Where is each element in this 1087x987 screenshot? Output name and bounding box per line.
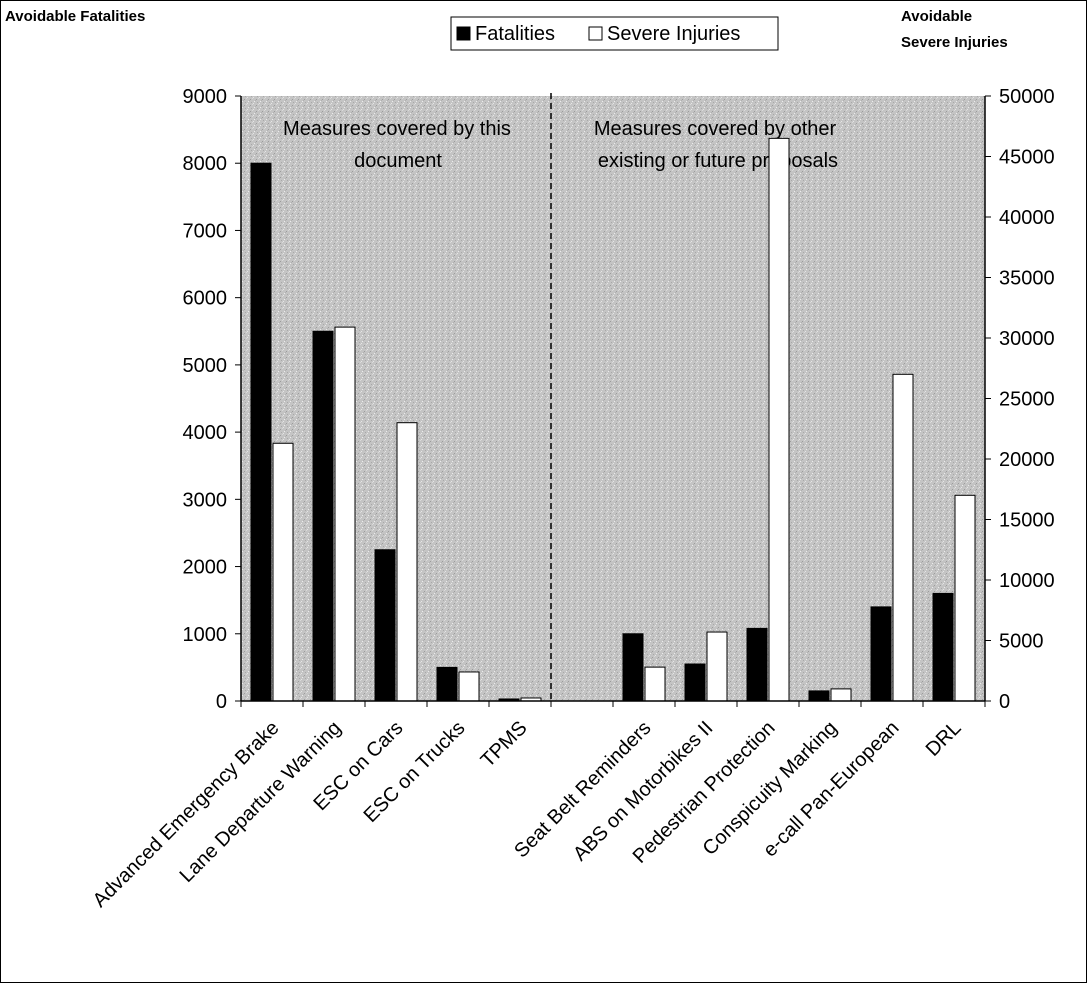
right-tick-label: 50000 (999, 86, 1055, 108)
bar-severe-injuries-9 (892, 373, 914, 702)
right-tick-label: 0 (999, 691, 1010, 713)
right-axis-title-line2: Severe Injuries (901, 34, 1008, 51)
legend-label-fatalities: Fatalities (475, 23, 555, 45)
bar-fatalities-10 (932, 592, 954, 702)
plot-area (241, 96, 985, 701)
bar-severe-injuries-5 (644, 666, 666, 702)
left-tick-label: 4000 (183, 422, 228, 444)
bar-fatalities-0 (250, 162, 272, 702)
legend-label-severe-injuries: Severe Injuries (607, 23, 740, 45)
left-axis-title: Avoidable Fatalities (5, 8, 145, 25)
right-tick-label: 40000 (999, 207, 1055, 229)
left-tick-label: 1000 (183, 624, 228, 646)
bar-fatalities-8 (808, 690, 830, 702)
bar-severe-injuries-2 (396, 422, 418, 702)
legend-box (450, 16, 779, 51)
bar-fatalities-7 (746, 627, 768, 702)
left-tick-label: 7000 (183, 220, 228, 242)
legend: Fatalities Severe Injuries (450, 16, 779, 51)
bar-severe-injuries-6 (706, 631, 728, 702)
left-tick-label: 5000 (183, 355, 228, 377)
right-tick-label: 35000 (999, 268, 1055, 290)
bar-fatalities-2 (374, 549, 396, 702)
right-tick-label: 10000 (999, 570, 1055, 592)
right-tick-label: 5000 (999, 631, 1044, 653)
bar-fatalities-1 (312, 330, 334, 702)
category-label: DRL (922, 717, 966, 761)
right-tick-label: 30000 (999, 328, 1055, 350)
bar-fatalities-6 (684, 663, 706, 702)
left-tick-label: 2000 (183, 557, 228, 579)
bar-severe-injuries-3 (458, 671, 480, 702)
left-tick-label: 0 (216, 691, 227, 713)
annotation-right-line1: Measures covered by other (594, 118, 837, 140)
annotation-left: Measures covered by this document (283, 118, 511, 172)
bar-severe-injuries-0 (272, 442, 294, 702)
left-tick-label: 6000 (183, 288, 228, 310)
bar-fatalities-9 (870, 606, 892, 702)
annotation-left-line2: document (354, 150, 442, 172)
right-tick-label: 15000 (999, 510, 1055, 532)
annotation-right-line2: existing or future proposals (598, 150, 838, 172)
right-axis-title-line1: Avoidable (901, 8, 972, 25)
right-tick-label: 20000 (999, 449, 1055, 471)
left-tick-label: 9000 (183, 86, 228, 108)
right-tick-label: 25000 (999, 389, 1055, 411)
legend-swatch-severe-injuries (588, 26, 603, 41)
bar-severe-injuries-8 (830, 688, 852, 702)
bar-severe-injuries-7 (768, 137, 790, 702)
right-tick-label: 45000 (999, 147, 1055, 169)
category-label: TPMS (477, 717, 532, 772)
legend-swatch-fatalities (456, 26, 471, 41)
annotation-left-line1: Measures covered by this (283, 118, 511, 140)
bar-fatalities-5 (622, 633, 644, 702)
left-tick-label: 8000 (183, 153, 228, 175)
bar-fatalities-3 (436, 666, 458, 702)
left-tick-label: 3000 (183, 489, 228, 511)
bar-severe-injuries-10 (954, 494, 976, 702)
bar-severe-injuries-1 (334, 326, 356, 702)
